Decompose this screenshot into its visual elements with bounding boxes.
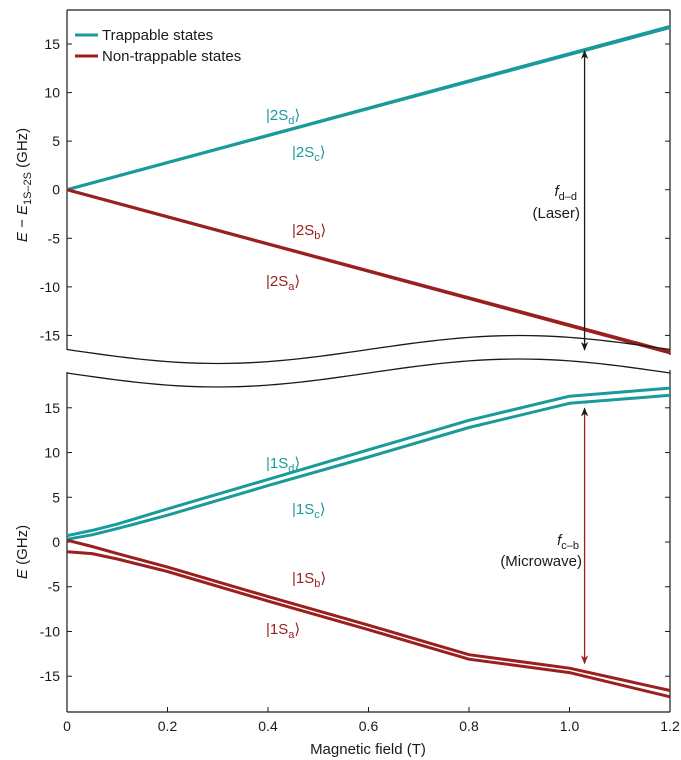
- x-tick-label: 1.2: [660, 718, 680, 734]
- legend: Trappable states Non-trappable states: [75, 27, 241, 65]
- top-panel: -15 -10 -5 0 5 10 15: [40, 9, 671, 355]
- x-tick-label: 0.6: [359, 718, 379, 734]
- state-label-1Sc-sub: c: [314, 509, 320, 521]
- laser-annotation: fd–d (Laser): [518, 175, 582, 223]
- laser-frequency-label: fd–d: [554, 183, 577, 203]
- state-label-1Sa-base: 1S: [270, 621, 288, 638]
- state-label-2Sd: |2Sd⟩: [266, 107, 300, 127]
- axis-break-lower-line: [66, 358, 671, 388]
- microwave-annotation: fc–b (Microwave): [473, 522, 583, 572]
- y-tick-label: -10: [40, 623, 60, 639]
- top-series: [66, 25, 671, 355]
- state-label-2Sa: |2Sa⟩: [266, 273, 300, 293]
- y-tick-label: -15: [40, 327, 60, 343]
- y-tick-label: 5: [52, 489, 60, 505]
- x-ticks: 0 0.2 0.4 0.6 0.8 1.0 1.2: [63, 707, 680, 734]
- state-label-2Sb: |2Sb⟩: [292, 222, 326, 242]
- microwave-frequency-sub: c–b: [561, 540, 579, 552]
- top-y-label-suffix: (GHz): [14, 128, 31, 172]
- bottom-y-ticks: -15 -10 -5 0 5 10 15: [40, 400, 670, 684]
- state-label-1Sd-base: 1S: [270, 455, 288, 472]
- x-tick-label: 0.2: [158, 718, 178, 734]
- y-tick-label: -5: [48, 230, 61, 246]
- state-label-2Sb-sub: b: [314, 230, 320, 242]
- x-tick-label: 1.0: [560, 718, 580, 734]
- x-axis-label: Magnetic field (T): [310, 741, 426, 758]
- series-line-2Sa: [66, 188, 671, 355]
- bottom-y-label-suffix: (GHz): [14, 525, 31, 569]
- y-tick-label: 5: [52, 133, 60, 149]
- y-tick-label: 15: [44, 400, 60, 416]
- state-label-2Sc: |2Sc⟩: [292, 144, 326, 164]
- y-tick-label: 15: [44, 36, 60, 52]
- state-label-2Sd-sub: d: [288, 115, 294, 127]
- y-tick-label: -5: [48, 579, 61, 595]
- laser-frequency-symbol: f: [554, 183, 560, 200]
- microwave-annotation-backdrop: [473, 522, 583, 572]
- laser-frequency-sub: d–d: [559, 191, 577, 203]
- state-label-1Sb: |1Sb⟩: [292, 570, 326, 590]
- bottom-y-axis-label: E (GHz): [14, 525, 31, 579]
- bottom-panel: -15 -10 -5 0 5 10 15 0 0.2 0.4 0.6 0.8 1.0 1.2: [40, 370, 680, 734]
- series-line-1Sa: [66, 550, 671, 699]
- top-y-label-prefix: E − E: [14, 204, 31, 242]
- microwave-frequency-label: fc–b: [557, 532, 579, 552]
- state-label-2Sa-base: 2S: [270, 273, 288, 290]
- state-label-1Sb-base: 1S: [296, 570, 314, 587]
- state-labels: |2Sd⟩ |2Sc⟩ |2Sb⟩ |2Sa⟩ |1Sd⟩ |1Sc⟩ |1Sb…: [266, 107, 326, 641]
- top-y-axis-label: E − E1S–2S (GHz): [14, 128, 34, 242]
- series-line-1Sb: [66, 538, 671, 692]
- state-label-1Sa-sub: a: [288, 629, 295, 641]
- y-tick-label: -15: [40, 668, 60, 684]
- bottom-series: [66, 386, 671, 699]
- state-label-2Sd-base: 2S: [270, 107, 288, 124]
- legend-non-trappable-label: Non-trappable states: [102, 48, 241, 65]
- state-label-1Sb-sub: b: [314, 578, 320, 590]
- microwave-description: (Microwave): [500, 553, 582, 570]
- microwave-frequency-symbol: f: [557, 532, 563, 549]
- top-y-label-sub: 1S–2S: [22, 172, 34, 205]
- state-label-1Sd-sub: d: [288, 463, 294, 475]
- bottom-y-label-prefix: E: [14, 568, 31, 579]
- y-tick-label: 10: [44, 445, 60, 461]
- y-tick-label: -10: [40, 279, 60, 295]
- series-line-1Sc: [66, 393, 671, 541]
- x-tick-label: 0.8: [459, 718, 479, 734]
- y-tick-label: 0: [52, 534, 60, 550]
- state-label-2Sb-base: 2S: [296, 222, 314, 239]
- y-tick-label: 10: [44, 85, 60, 101]
- laser-description: (Laser): [532, 205, 580, 222]
- axis-break: [66, 334, 671, 388]
- x-tick-label: 0.4: [258, 718, 278, 734]
- state-label-2Sc-sub: c: [314, 152, 320, 164]
- top-y-ticks: -15 -10 -5 0 5 10 15: [40, 36, 670, 343]
- x-tick-label: 0: [63, 718, 71, 734]
- state-label-1Sc: |1Sc⟩: [292, 501, 326, 521]
- state-label-2Sc-base: 2S: [296, 144, 314, 161]
- legend-trappable-label: Trappable states: [102, 27, 213, 44]
- state-label-2Sa-sub: a: [288, 281, 295, 293]
- y-tick-label: 0: [52, 182, 60, 198]
- state-label-1Sa: |1Sa⟩: [266, 621, 300, 641]
- series-line-1Sd: [66, 386, 671, 538]
- laser-annotation-backdrop: [518, 175, 582, 223]
- series-line-2Sc: [66, 26, 671, 192]
- axis-break-upper-line: [66, 334, 671, 365]
- state-label-1Sc-base: 1S: [296, 501, 314, 518]
